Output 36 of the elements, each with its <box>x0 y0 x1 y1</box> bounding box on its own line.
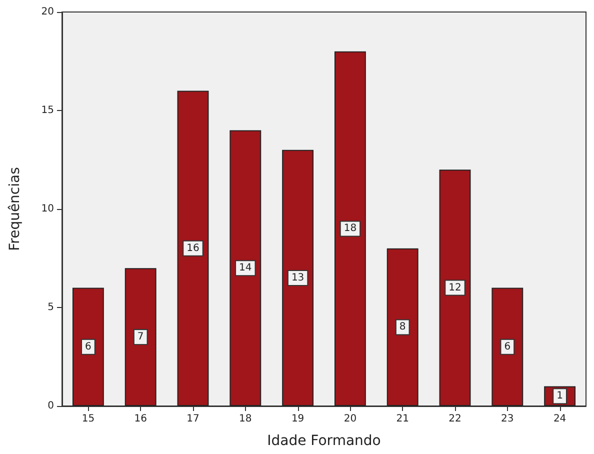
x-tick-label: 20 <box>344 414 357 424</box>
y-tick-label: 10 <box>41 204 54 214</box>
bar <box>492 288 524 406</box>
x-tick-label: 24 <box>553 414 566 424</box>
y-tick-label: 0 <box>48 400 54 412</box>
bar <box>386 248 418 406</box>
bar <box>282 150 314 406</box>
x-axis-title: Idade Formando <box>267 433 381 449</box>
data-label: 1 <box>556 390 563 402</box>
data-label: 12 <box>448 282 462 294</box>
x-tick-label: 19 <box>291 414 304 424</box>
x-tick-label: 21 <box>396 414 409 424</box>
bar <box>124 268 156 406</box>
x-tick-label: 23 <box>501 414 514 424</box>
data-label: 8 <box>399 322 406 333</box>
bar <box>439 170 471 406</box>
data-label: 6 <box>504 341 511 352</box>
bar <box>230 130 262 406</box>
y-tick-label: 15 <box>41 105 54 116</box>
data-label: 7 <box>137 332 144 343</box>
x-tick-label: 18 <box>239 414 252 424</box>
x-tick-label: 15 <box>82 414 95 424</box>
data-label: 13 <box>291 272 304 284</box>
data-label: 14 <box>239 262 252 274</box>
data-label: 18 <box>344 223 357 234</box>
x-tick-label: 17 <box>186 414 200 424</box>
data-label: 16 <box>186 242 200 254</box>
x-tick-label: 16 <box>134 414 147 424</box>
y-tick-label: 5 <box>48 302 54 313</box>
x-tick-label: 22 <box>448 414 462 424</box>
data-label: 6 <box>85 341 92 352</box>
y-tick-label: 20 <box>41 6 54 18</box>
y-axis-title: Frequências <box>7 167 23 251</box>
bar <box>72 288 104 406</box>
bar <box>334 51 366 406</box>
bar <box>177 90 209 406</box>
